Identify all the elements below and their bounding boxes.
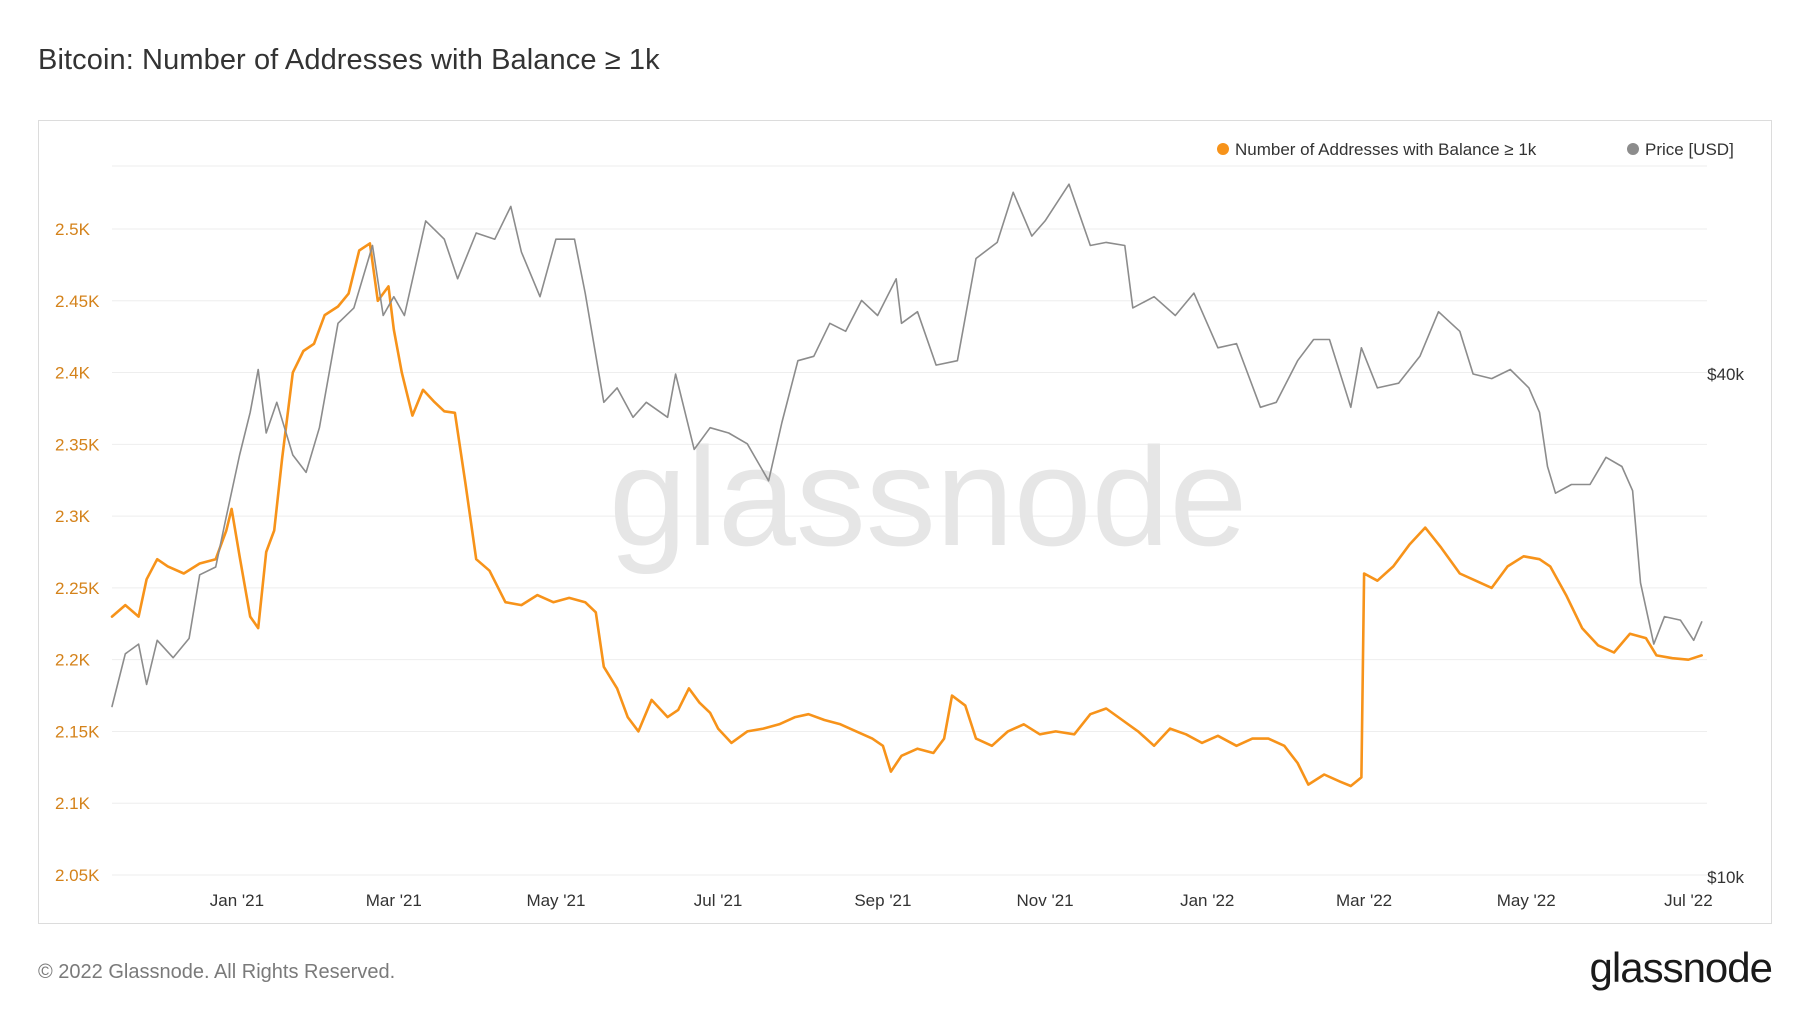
x-tick-label: Mar '21 <box>366 891 422 910</box>
y-left-tick-label: 2.1K <box>55 794 91 813</box>
copyright-text: © 2022 Glassnode. All Rights Reserved. <box>38 961 396 983</box>
page-title: Bitcoin: Number of Addresses with Balanc… <box>38 44 660 76</box>
y-left-tick-label: 2.15K <box>55 722 100 741</box>
watermark-text: glassnode <box>609 418 1247 575</box>
y-left-tick-label: 2.25K <box>55 579 100 598</box>
legend-label-price[interactable]: Price [USD] <box>1645 140 1734 159</box>
x-tick-label: Jul '22 <box>1664 891 1713 910</box>
y-right-tick-label: $10k <box>1707 868 1744 887</box>
addresses-series-line <box>110 242 1703 788</box>
x-tick-label: Jan '21 <box>210 891 264 910</box>
y-left-tick-label: 2.2K <box>55 651 91 670</box>
x-tick-label: May '21 <box>526 891 585 910</box>
y-left-tick-label: 2.45K <box>55 292 100 311</box>
y-left-tick-label: 2.05K <box>55 866 100 885</box>
chart-svg: glassnode 2.05K 2.1K 2.15K 2.2K 2.25K 2.3K 2.35… <box>55 140 1744 910</box>
price-series-line <box>111 183 1703 708</box>
x-tick-label: Sep '21 <box>854 891 911 910</box>
x-tick-label: Nov '21 <box>1017 891 1074 910</box>
x-tick-label: Jan '22 <box>1180 891 1234 910</box>
chart-frame: glassnode 2.05K 2.1K 2.15K 2.2K 2.25K 2.3K 2.35… <box>38 120 1772 924</box>
legend-dot-price[interactable] <box>1627 143 1639 155</box>
y-left-tick-label: 2.35K <box>55 435 100 454</box>
y-right-tick-label: $40k <box>1707 365 1744 384</box>
x-tick-label: Mar '22 <box>1336 891 1392 910</box>
x-tick-label: Jul '21 <box>694 891 743 910</box>
glassnode-logo[interactable]: glassnode <box>1589 944 1773 991</box>
legend-label-addresses[interactable]: Number of Addresses with Balance ≥ 1k <box>1235 140 1537 159</box>
legend-dot-addresses[interactable] <box>1217 143 1229 155</box>
x-tick-label: May '22 <box>1497 891 1556 910</box>
y-left-tick-label: 2.4K <box>55 364 91 383</box>
y-left-tick-label: 2.5K <box>55 220 91 239</box>
y-left-tick-label: 2.3K <box>55 507 91 526</box>
